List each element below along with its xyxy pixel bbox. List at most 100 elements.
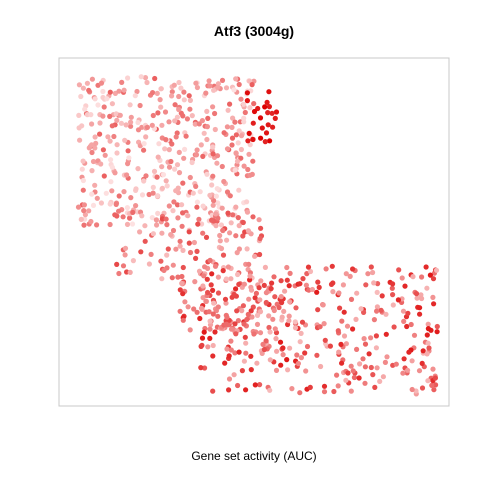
data-point [201,273,207,279]
data-point [345,370,351,376]
data-point [171,199,177,205]
data-point [207,192,213,198]
data-point [330,280,336,286]
data-point [244,246,250,252]
data-point [234,308,240,314]
data-point [321,321,327,327]
data-point [224,237,230,243]
data-point [273,336,279,342]
data-point [210,287,216,293]
data-point [183,133,189,139]
data-point [420,348,426,354]
data-point [134,88,140,95]
data-point [170,227,177,234]
data-point [114,117,120,123]
data-point [219,77,226,83]
data-point [315,307,321,313]
data-point [117,112,123,118]
data-point [154,222,160,228]
data-point [128,119,134,125]
data-point [101,173,107,179]
data-point [211,87,217,93]
data-point [266,89,272,95]
data-point [408,321,414,328]
data-point [293,305,299,311]
data-point [245,138,251,144]
data-point [419,295,425,302]
data-point [159,185,165,191]
data-point [180,247,186,253]
data-point [194,84,200,91]
data-point [104,96,110,102]
data-point [200,153,206,159]
data-point [362,380,368,386]
data-point [295,360,301,367]
data-point [150,90,156,96]
data-point [112,170,118,176]
data-point [419,274,425,280]
data-point [223,276,229,282]
data-point [93,140,99,146]
data-point [198,142,204,148]
data-point [97,120,103,126]
data-point [266,324,272,331]
data-point [350,368,356,374]
data-point [399,275,405,281]
data-point [180,180,186,186]
data-point [203,90,209,96]
data-point [146,191,152,198]
data-point [219,163,225,170]
point-layer [75,74,440,397]
data-point [267,329,273,335]
data-point [249,82,255,88]
data-point [431,387,437,393]
data-point [321,389,328,395]
data-point [250,158,256,164]
data-point [244,90,250,96]
data-point [109,164,115,170]
data-point [343,341,349,347]
data-point [373,333,379,339]
data-point [155,210,161,216]
data-point [133,203,139,209]
data-point [225,107,231,113]
data-point [250,136,256,142]
data-point [212,263,219,269]
data-point [154,90,160,96]
data-point [168,158,174,165]
data-point [184,116,190,122]
data-point [244,98,250,104]
data-point [248,353,254,359]
data-point [433,382,439,388]
data-point [218,245,225,252]
data-point [194,248,200,254]
data-point [209,271,215,277]
data-point [241,281,247,287]
data-point [227,193,233,199]
data-point [210,311,216,317]
data-point [230,115,236,121]
data-point [80,85,86,91]
data-point [245,228,251,234]
data-point [209,217,215,223]
data-point [337,305,343,311]
data-point [272,326,278,332]
data-point [383,311,389,317]
data-point [236,187,242,193]
data-point [210,144,216,150]
data-point [350,326,356,332]
data-point [111,133,117,140]
data-point [434,329,440,335]
data-point [256,285,262,291]
data-point [377,378,383,384]
data-point [198,305,205,311]
data-point [263,130,270,136]
data-point [199,221,205,227]
data-point [262,104,268,110]
data-point [97,131,103,137]
data-point [107,89,113,95]
data-point [179,273,185,280]
data-point [239,308,245,314]
data-point [236,81,242,88]
data-point [199,118,205,124]
